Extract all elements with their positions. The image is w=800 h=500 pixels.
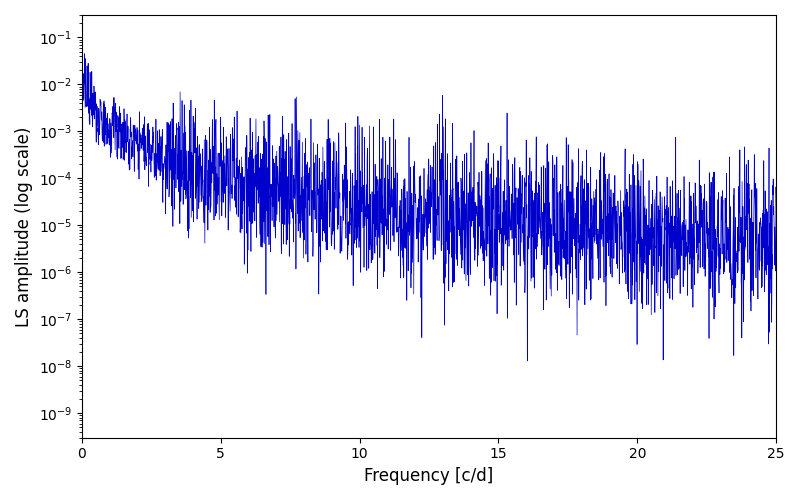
Y-axis label: LS amplitude (log scale): LS amplitude (log scale) [15, 126, 33, 326]
X-axis label: Frequency [c/d]: Frequency [c/d] [364, 467, 494, 485]
